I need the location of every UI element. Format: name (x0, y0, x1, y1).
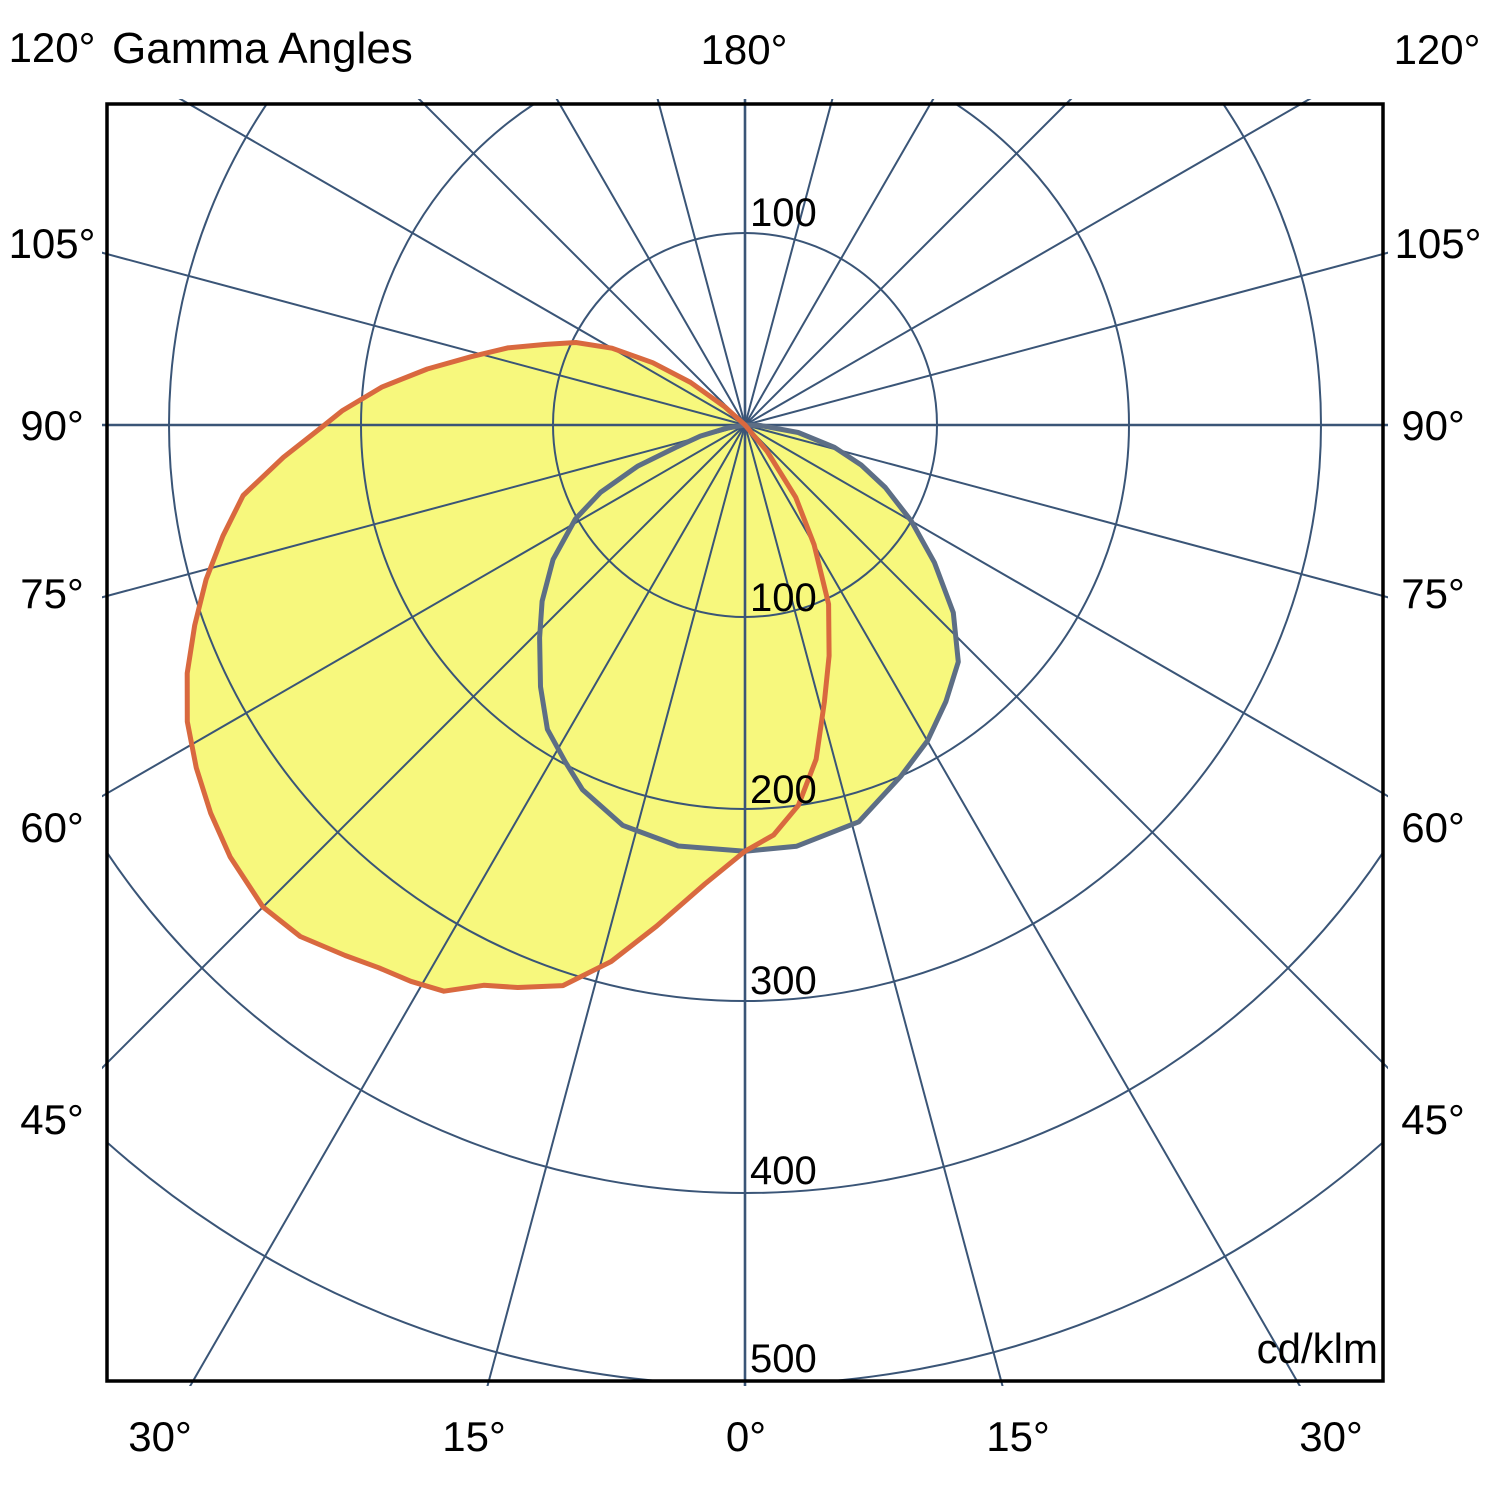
gamma-ray-240deg (178, 99, 746, 426)
gamma-ray-345deg (486, 424, 746, 1386)
intensity-ring-label-5: 500 (750, 1337, 817, 1381)
intensity-ring-label-1: 100 (750, 576, 817, 620)
intensity-ring-label-0: 100 (750, 191, 817, 235)
gamma-angle-label-4: 105° (1395, 220, 1482, 267)
gamma-angle-label-8: 75° (1401, 570, 1465, 617)
gamma-angle-label-12: 45° (1401, 1096, 1465, 1143)
unit-label: cd/klm (1257, 1325, 1378, 1372)
gamma-ray-45deg (744, 424, 1388, 1070)
gamma-ray-60deg (744, 424, 1388, 798)
gamma-ray-120deg (744, 99, 1312, 426)
gamma-ray-75deg (744, 424, 1388, 599)
gamma-angle-label-9: 60° (20, 804, 84, 851)
gamma-ray-225deg (417, 99, 746, 426)
gamma-angle-label-0: 120° (9, 24, 96, 71)
gamma-angle-label-1: 180° (701, 26, 788, 73)
gamma-ray-135deg (744, 99, 1073, 426)
chart-title: Gamma Angles (112, 24, 413, 73)
gamma-angle-label-16: 15° (986, 1413, 1050, 1460)
gamma-angle-label-6: 90° (1401, 402, 1465, 449)
gamma-angle-label-10: 60° (1401, 804, 1465, 851)
intensity-ring-label-3: 300 (750, 959, 817, 1003)
gamma-angle-label-3: 105° (9, 220, 96, 267)
intensity-ring-label-2: 200 (750, 768, 817, 812)
gamma-ray-30deg (744, 424, 1302, 1386)
c0-c180-curve (184, 340, 832, 994)
gamma-angle-label-17: 30° (1299, 1413, 1363, 1460)
gamma-ray-285deg (102, 424, 746, 599)
gamma-ray-195deg (656, 99, 746, 426)
gamma-angle-label-11: 45° (20, 1096, 84, 1143)
curves-layer (184, 340, 961, 994)
gamma-angle-label-7: 75° (20, 570, 84, 617)
gamma-ray-330deg (188, 424, 746, 1386)
intensity-ring-label-4: 400 (750, 1149, 817, 1193)
gamma-angle-label-2: 120° (1394, 26, 1481, 73)
distribution-fill-layer (187, 342, 959, 992)
gamma-ray-255deg (102, 251, 746, 426)
gamma-ray-300deg (102, 424, 746, 798)
plot-border (105, 102, 1385, 1383)
gamma-ray-150deg (744, 99, 935, 426)
gamma-ray-15deg (744, 424, 1004, 1386)
gamma-angle-label-13: 30° (128, 1413, 192, 1460)
gamma-ray-105deg (744, 251, 1388, 426)
gamma-angle-label-15: 0° (726, 1413, 766, 1460)
gamma-ray-165deg (744, 99, 834, 426)
gamma-angle-label-5: 90° (20, 402, 84, 449)
gamma-ray-315deg (102, 424, 746, 1070)
gamma-ray-210deg (555, 99, 746, 426)
c90-c270-curve (537, 422, 961, 854)
distribution-fill-1 (539, 425, 959, 852)
gamma-angle-label-14: 15° (442, 1413, 506, 1460)
